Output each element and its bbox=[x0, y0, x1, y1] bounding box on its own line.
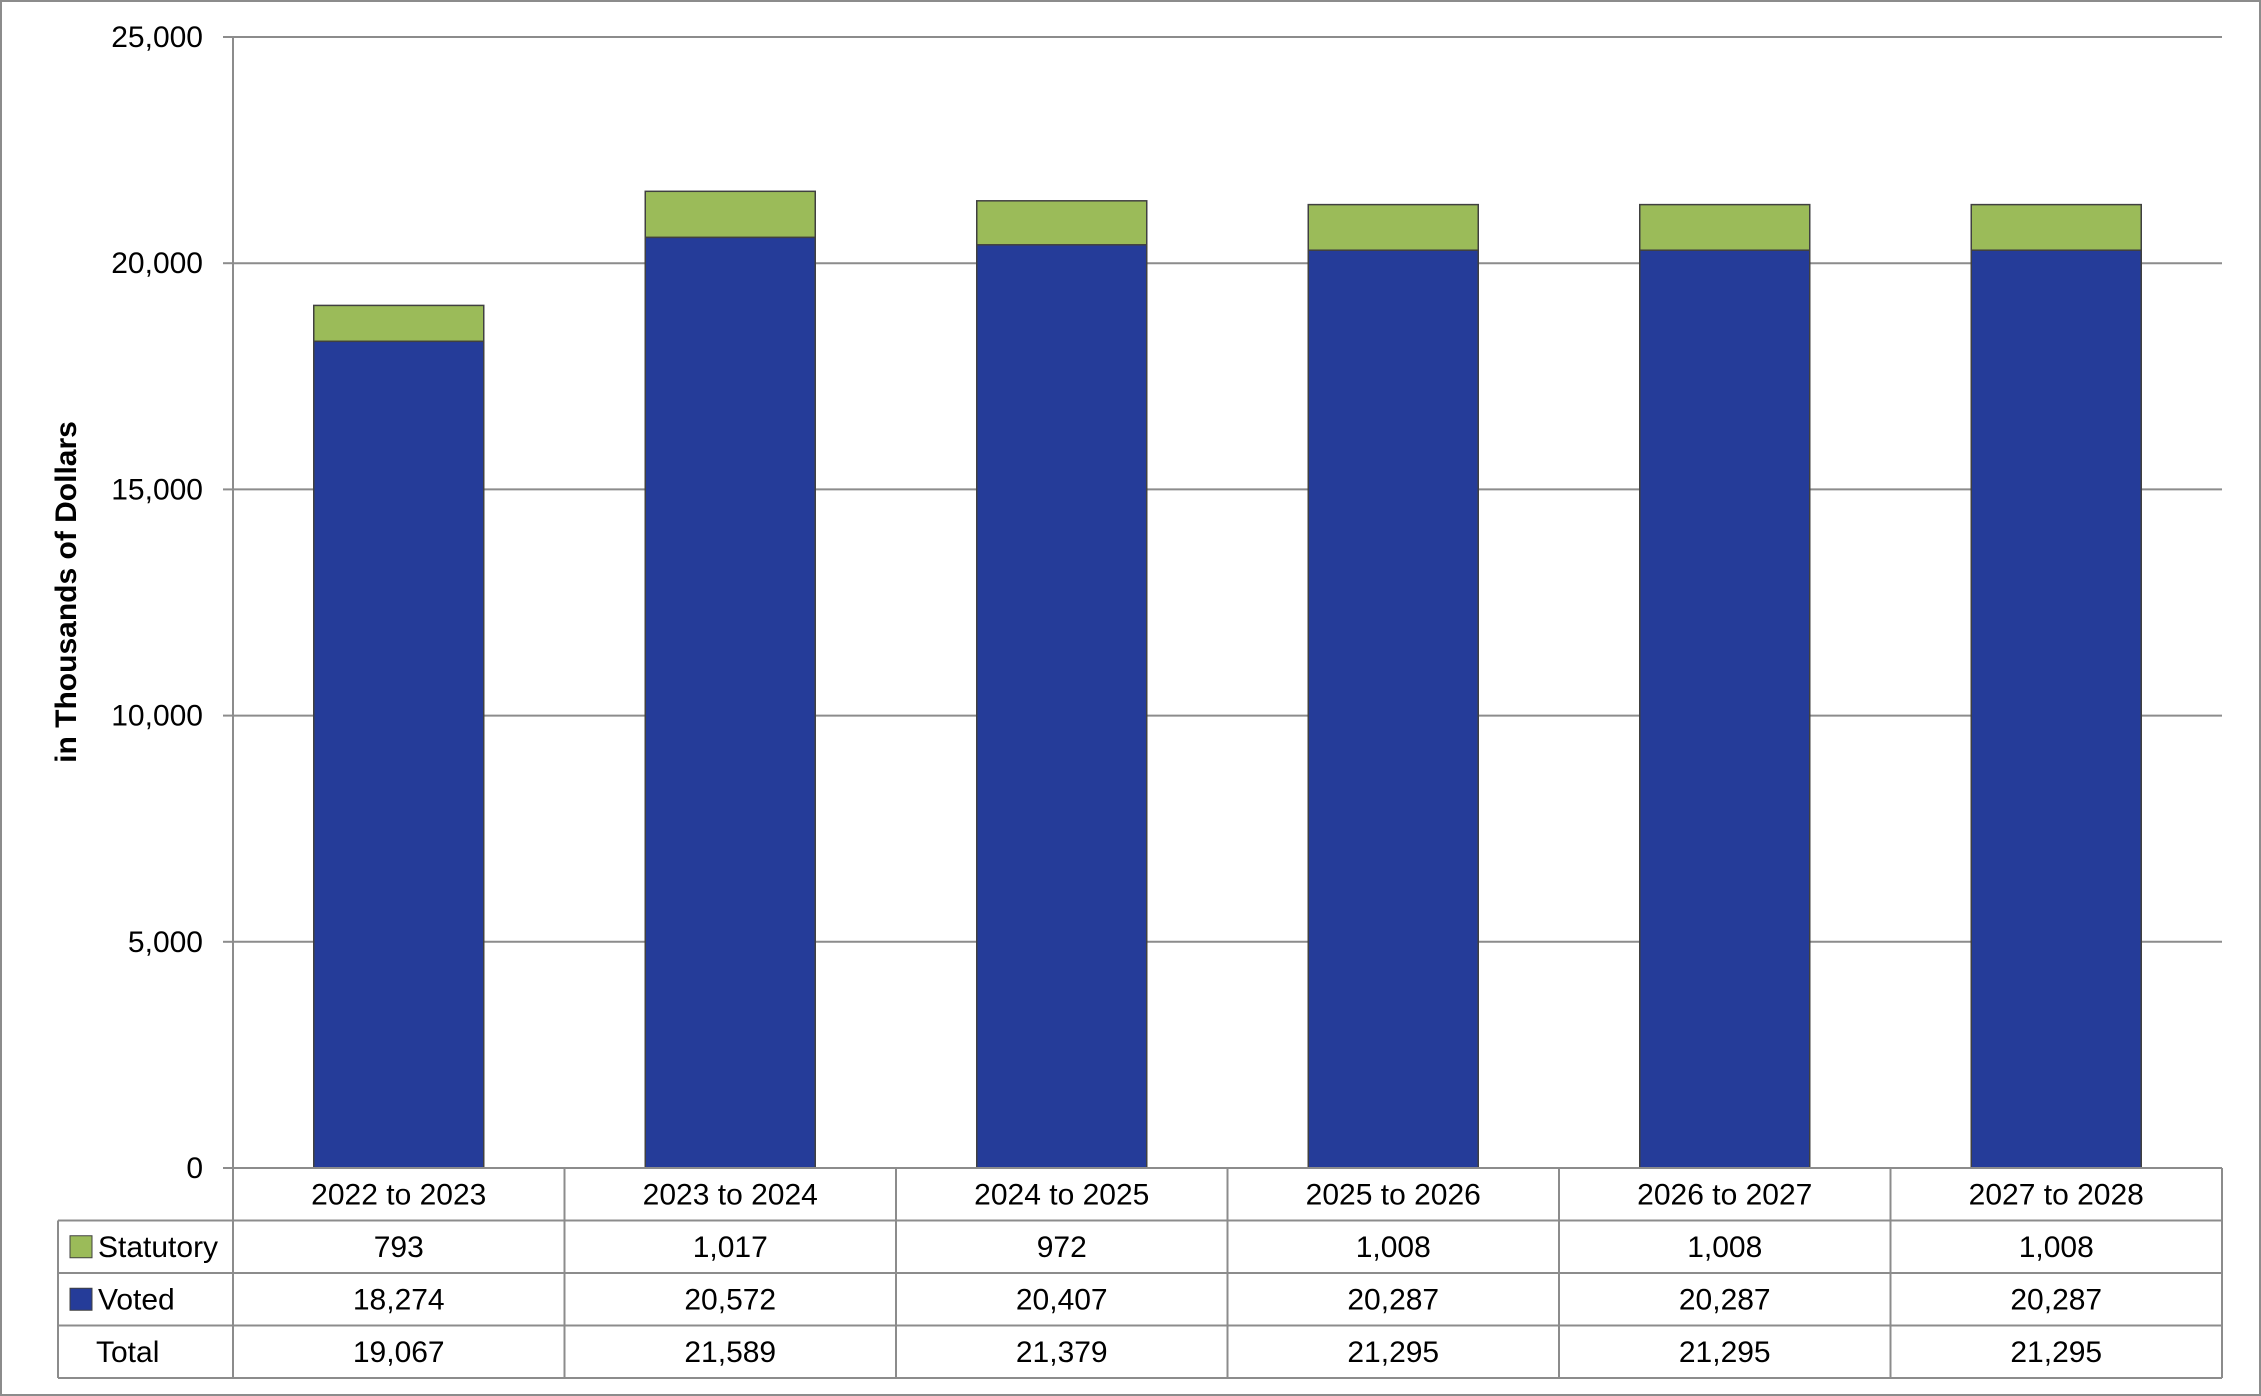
category-label: 2027 to 2028 bbox=[1969, 1178, 2144, 1211]
data-table: 2022 to 2023 2023 to 2024 2024 to 2025 2025… bbox=[57, 1167, 2223, 1379]
category-label: 2023 to 2024 bbox=[643, 1178, 818, 1211]
table-cell-total: 21,379 bbox=[1016, 1336, 1108, 1369]
table-cell-voted: 20,287 bbox=[2010, 1283, 2102, 1316]
y-tick-label: 5,000 bbox=[128, 926, 203, 959]
bar-voted bbox=[1639, 249, 1811, 1169]
table-cell-voted: 20,407 bbox=[1016, 1283, 1108, 1316]
table-cell-statutory: 793 bbox=[374, 1231, 424, 1264]
bar-statutory bbox=[1970, 203, 2142, 251]
bar-statutory bbox=[313, 304, 485, 343]
bar-voted bbox=[313, 340, 485, 1169]
category-label: 2025 to 2026 bbox=[1306, 1178, 1481, 1211]
table-cell-statutory: 972 bbox=[1037, 1231, 1087, 1264]
bar-voted bbox=[976, 244, 1148, 1169]
bar-statutory bbox=[1639, 203, 1811, 251]
table-cell-total: 21,295 bbox=[2010, 1336, 2102, 1369]
table-cell-voted: 20,287 bbox=[1679, 1283, 1771, 1316]
table-cell-total: 21,295 bbox=[1679, 1336, 1771, 1369]
bar-voted bbox=[1970, 249, 2142, 1169]
table-cell-statutory: 1,008 bbox=[2019, 1231, 2094, 1264]
table-cell-statutory: 1,008 bbox=[1687, 1231, 1762, 1264]
table-cell-total: 19,067 bbox=[353, 1336, 445, 1369]
bar-statutory bbox=[976, 200, 1148, 246]
y-tick-label: 25,000 bbox=[111, 21, 203, 54]
bar-statutory bbox=[644, 190, 816, 239]
table-cell-voted: 20,287 bbox=[1347, 1283, 1439, 1316]
y-tick-label: 15,000 bbox=[111, 473, 203, 506]
legend-swatch-statutory bbox=[69, 1235, 93, 1259]
y-tick-label: 10,000 bbox=[111, 700, 203, 733]
legend-label-total: Total bbox=[96, 1336, 159, 1369]
y-axis-title: in Thousands of Dollars bbox=[50, 421, 83, 763]
category-label: 2024 to 2025 bbox=[974, 1178, 1149, 1211]
category-label: 2026 to 2027 bbox=[1637, 1178, 1812, 1211]
y-axis-ticks: 0 5,000 10,000 15,000 20,000 25,000 bbox=[111, 21, 234, 1185]
y-tick-label: 0 bbox=[186, 1152, 203, 1185]
legend-label-voted: Voted bbox=[98, 1283, 175, 1316]
bars bbox=[313, 190, 2142, 1169]
table-cell-voted: 20,572 bbox=[684, 1283, 776, 1316]
legend-swatch-voted bbox=[69, 1287, 93, 1311]
bar-voted bbox=[644, 236, 816, 1169]
legend-label-statutory: Statutory bbox=[98, 1231, 218, 1264]
y-tick-label: 20,000 bbox=[111, 247, 203, 280]
table-cell-total: 21,589 bbox=[684, 1336, 776, 1369]
table-cell-statutory: 1,008 bbox=[1356, 1231, 1431, 1264]
bar-statutory bbox=[1307, 203, 1479, 251]
table-cell-voted: 18,274 bbox=[353, 1283, 445, 1316]
table-cell-total: 21,295 bbox=[1347, 1336, 1439, 1369]
table-cell-statutory: 1,017 bbox=[693, 1231, 768, 1264]
category-label: 2022 to 2023 bbox=[311, 1178, 486, 1211]
bar-voted bbox=[1307, 249, 1479, 1169]
